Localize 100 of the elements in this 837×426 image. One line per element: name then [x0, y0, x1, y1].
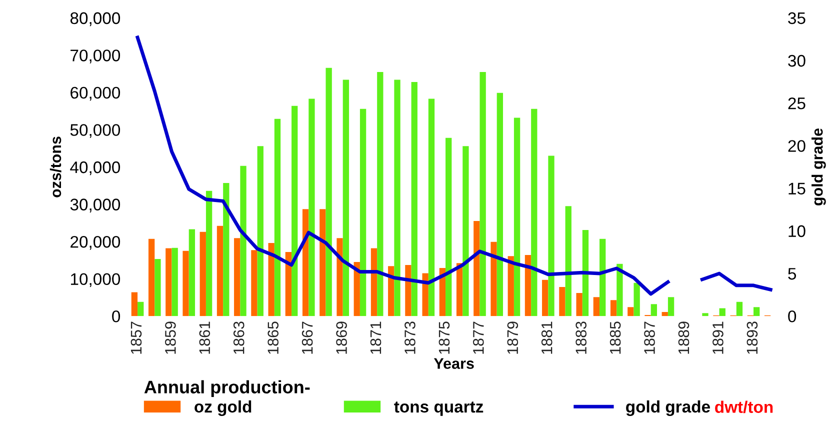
- y-axis-title: ozs/tons: [50, 136, 62, 198]
- bar: [508, 256, 514, 316]
- bar: [216, 226, 224, 316]
- bar: [326, 68, 332, 316]
- y2-tick-label: 10: [788, 225, 806, 238]
- bar: [496, 92, 504, 316]
- bar: [456, 263, 463, 316]
- bar: [474, 221, 480, 316]
- bar: [223, 183, 230, 316]
- bar: [285, 252, 292, 316]
- bar: [166, 248, 172, 316]
- bar: [531, 108, 538, 316]
- bar: [524, 254, 532, 316]
- x-axis-title: Years: [434, 358, 474, 369]
- bar: [292, 106, 298, 316]
- bar: [668, 297, 674, 316]
- y-tick-label: 40,000: [70, 161, 120, 176]
- y-tick-label: 80,000: [70, 12, 120, 26]
- bar: [719, 308, 726, 316]
- bar: [628, 307, 634, 316]
- bar: [662, 312, 668, 316]
- bar: [565, 206, 572, 316]
- bar: [257, 146, 264, 316]
- x-tick-label: 1879: [507, 322, 518, 354]
- bar: [593, 297, 600, 316]
- y2-tick-label: 25: [788, 97, 806, 110]
- bar: [490, 242, 497, 316]
- bar: [634, 282, 640, 316]
- x-tick-label: 1873: [404, 322, 416, 354]
- bar: [582, 230, 589, 316]
- bar: [138, 302, 144, 316]
- bar: [320, 209, 326, 316]
- x-tick-label: 1877: [473, 322, 484, 354]
- x-tick-label: 1891: [712, 322, 724, 354]
- x-tick-label: 1889: [678, 322, 690, 354]
- y2-tick-label: 30: [788, 54, 806, 67]
- legend-label: tons quartz: [394, 402, 484, 416]
- bar: [388, 266, 394, 316]
- y-tick-label: 20,000: [70, 236, 120, 250]
- x-tick-label: 1875: [438, 322, 450, 354]
- bar: [308, 98, 315, 316]
- bar: [702, 313, 708, 316]
- bar: [616, 264, 623, 316]
- y2-tick-label: 15: [788, 182, 806, 194]
- bar: [610, 300, 617, 316]
- y2-tick-label: 0: [788, 310, 796, 322]
- legend-title: Annual production-: [144, 380, 310, 398]
- bar: [411, 82, 418, 316]
- x-tick-label: 1883: [576, 322, 587, 354]
- bar: [600, 238, 606, 316]
- bar: [268, 243, 274, 316]
- x-tick-label: 1869: [336, 322, 347, 354]
- bar: [559, 287, 566, 316]
- x-tick-label: 1861: [199, 322, 210, 354]
- bar: [131, 292, 138, 316]
- y2-axis-title: gold grade: [812, 128, 826, 206]
- bar: [240, 166, 246, 316]
- bar: [342, 80, 350, 316]
- y-tick-label: 60,000: [70, 86, 120, 101]
- bar: [548, 156, 554, 316]
- bar: [336, 238, 343, 316]
- bar: [462, 146, 469, 316]
- bar: [514, 118, 520, 316]
- bar: [251, 250, 258, 316]
- bar: [206, 190, 212, 316]
- x-tick-label: 1871: [370, 322, 382, 354]
- bar: [446, 138, 452, 316]
- bar: [736, 302, 743, 316]
- y-tick-label: 70,000: [70, 50, 120, 64]
- y2-tick-label: 20: [788, 140, 806, 152]
- bar: [360, 108, 366, 316]
- bar: [234, 238, 240, 316]
- x-tick-label: 1881: [541, 322, 552, 354]
- bar: [274, 118, 281, 316]
- x-tick-label: 1887: [644, 322, 655, 354]
- legend-label: oz gold: [194, 400, 252, 416]
- bar: [394, 80, 400, 316]
- bar: [650, 304, 658, 316]
- x-tick-label: 1863: [233, 322, 244, 354]
- bar: [754, 307, 760, 316]
- bar: [377, 72, 384, 316]
- bar: [148, 238, 155, 316]
- bar: [370, 248, 378, 316]
- bar: [542, 280, 548, 316]
- bar: [422, 273, 428, 316]
- bar: [302, 209, 309, 316]
- text: dwt/ton: [715, 400, 773, 414]
- x-tick-label: 1857: [130, 322, 142, 354]
- x-tick-label: 1867: [302, 322, 313, 354]
- bar: [172, 248, 178, 316]
- x-tick-label: 1885: [610, 322, 621, 354]
- bar: [200, 232, 206, 316]
- bar: [354, 262, 360, 316]
- bar: [428, 98, 435, 316]
- y-tick-label: 30,000: [70, 198, 120, 212]
- x-tick-label: 1859: [165, 322, 176, 354]
- y2-tick-label: 5: [788, 268, 796, 280]
- bar: [480, 72, 486, 316]
- bar: [182, 250, 189, 316]
- y-tick-label: 50,000: [70, 124, 120, 138]
